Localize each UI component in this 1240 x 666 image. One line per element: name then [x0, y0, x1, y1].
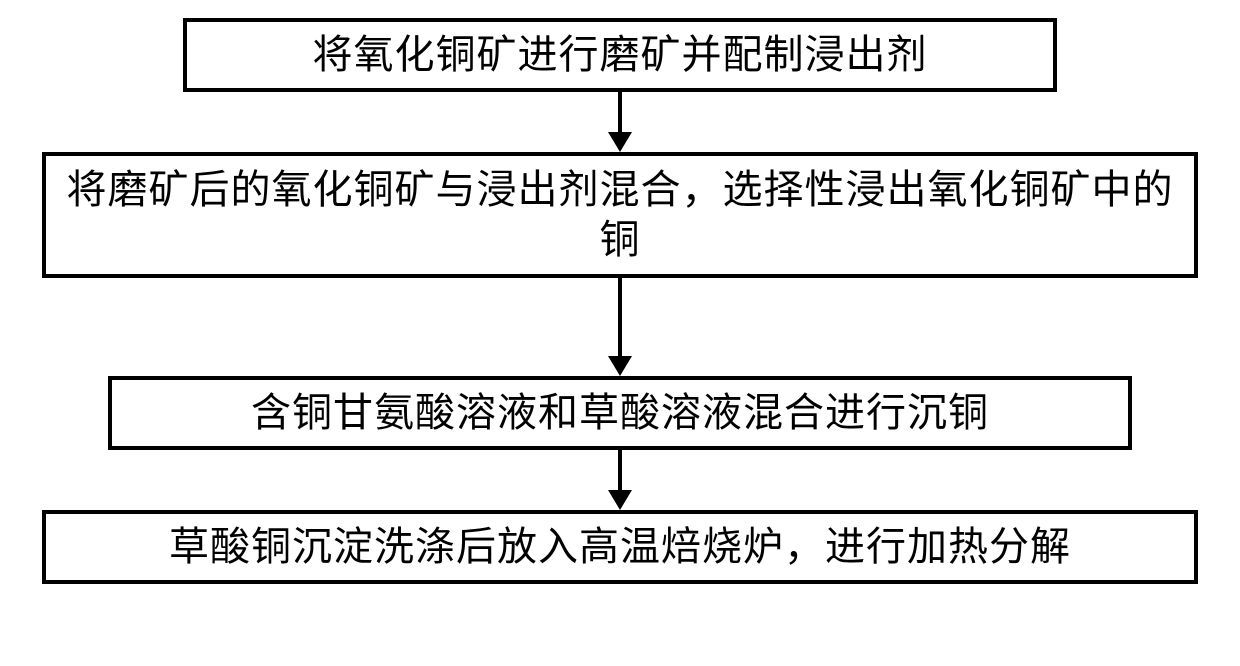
- arrow-head-icon: [608, 356, 632, 376]
- arrow-shaft: [618, 450, 622, 490]
- flow-step-step2: 将磨矿后的氧化铜矿与浸出剂混合，选择性浸出氧化铜矿中的铜: [42, 152, 1198, 278]
- arrow-head-icon: [608, 132, 632, 152]
- flow-step-label: 含铜甘氨酸溶液和草酸溶液混合进行沉铜: [251, 388, 989, 438]
- flow-step-step1: 将氧化铜矿进行磨矿并配制浸出剂: [183, 18, 1057, 92]
- flow-arrow: [608, 278, 632, 376]
- flow-step-label: 将氧化铜矿进行磨矿并配制浸出剂: [313, 30, 928, 80]
- flow-step-step3: 含铜甘氨酸溶液和草酸溶液混合进行沉铜: [108, 376, 1132, 450]
- flow-arrow: [608, 450, 632, 510]
- flow-step-step4: 草酸铜沉淀洗涤后放入高温焙烧炉，进行加热分解: [42, 510, 1198, 584]
- arrow-shaft: [618, 92, 622, 132]
- flow-step-label: 将磨矿后的氧化铜矿与浸出剂混合，选择性浸出氧化铜矿中的铜: [60, 165, 1180, 265]
- arrow-head-icon: [608, 490, 632, 510]
- arrow-shaft: [618, 278, 622, 356]
- flow-arrow: [608, 92, 632, 152]
- flow-step-label: 草酸铜沉淀洗涤后放入高温焙烧炉，进行加热分解: [169, 522, 1071, 572]
- flowchart-container: 将氧化铜矿进行磨矿并配制浸出剂将磨矿后的氧化铜矿与浸出剂混合，选择性浸出氧化铜矿…: [42, 18, 1198, 584]
